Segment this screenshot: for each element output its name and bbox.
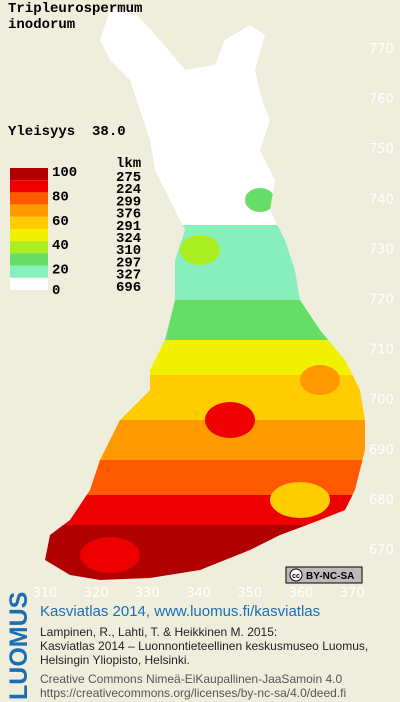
- y-coord: 710: [369, 343, 394, 358]
- legend-count: 696: [116, 280, 141, 296]
- x-coord: 310: [33, 586, 58, 601]
- cc-text: cc: [292, 573, 300, 580]
- title: Tripleurospermum: [8, 1, 142, 17]
- legend-swatch: [10, 229, 48, 242]
- legend-swatch: [10, 216, 48, 229]
- legend-count: 291: [116, 219, 141, 235]
- y-coord: 720: [369, 293, 394, 308]
- cc-icon: [289, 568, 303, 582]
- y-coord: 690: [369, 443, 394, 458]
- y-coord: 670: [369, 543, 394, 558]
- y-coord: 770: [369, 42, 394, 57]
- legend-count: 224: [116, 182, 141, 198]
- x-coord: 330: [135, 586, 160, 601]
- legend-swatch: [10, 253, 48, 266]
- x-coordinates: 310 320 330 340 350 360 370: [33, 586, 365, 601]
- license-badge: [285, 566, 363, 584]
- legend-count: 297: [116, 255, 141, 271]
- legend-swatch: [10, 168, 48, 181]
- license: Creative Commons Nimeä-EiKaupallinen-Jaa…: [40, 672, 342, 686]
- badge-text: BY-NC-SA: [306, 571, 354, 582]
- title: inodorum: [8, 17, 75, 33]
- legend-swatch: [10, 180, 48, 193]
- x-coord: 320: [84, 586, 109, 601]
- x-coord: 360: [289, 586, 314, 601]
- legend-label: 100: [52, 165, 77, 181]
- y-coord: 750: [369, 142, 394, 157]
- y-coord: 700: [369, 393, 394, 408]
- legend-swatch: [10, 277, 48, 290]
- x-coord: 370: [340, 586, 365, 601]
- logo: LUOMUS: [5, 592, 33, 700]
- legend-count: 299: [116, 194, 141, 210]
- citation: Helsingin Yliopisto, Helsinki.: [40, 653, 190, 667]
- legend-label: 40: [52, 238, 69, 254]
- legend-count: 275: [116, 170, 141, 186]
- legend-label: 80: [52, 189, 69, 205]
- x-coord: 340: [186, 586, 211, 601]
- legend-swatch: [10, 192, 48, 205]
- legend-swatch: [10, 241, 48, 254]
- y-coord: 760: [369, 92, 394, 107]
- citation: Lampinen, R., Lahti, T. & Heikkinen M. 2…: [40, 625, 277, 639]
- legend-count: 327: [116, 268, 141, 284]
- y-coord: 680: [369, 493, 394, 508]
- legend-label: 0: [52, 283, 60, 299]
- legend-count: 324: [116, 231, 141, 247]
- x-coord: 350: [237, 586, 262, 601]
- legend-swatch: [10, 204, 48, 217]
- legend-label: 20: [52, 263, 69, 279]
- citation: Kasviatlas 2014 – Luonnontieteellinen ke…: [40, 639, 368, 653]
- license: https://creativecommons.org/licenses/by-…: [40, 686, 346, 700]
- y-coord: 730: [369, 242, 394, 257]
- legend-count: 376: [116, 207, 141, 223]
- legend-swatch: [10, 265, 48, 278]
- legend-header: lkm: [116, 156, 141, 172]
- headline: Kasviatlas 2014, www.luomus.fi/kasviatla…: [40, 603, 320, 620]
- frequency: Yleisyys 38.0: [8, 124, 126, 140]
- legend-label: 60: [52, 214, 69, 230]
- y-coord: 740: [369, 192, 394, 207]
- y-coordinates: 770 760 750 740 730 720 710 700 690 680 670: [369, 42, 394, 558]
- legend-count: 310: [116, 243, 141, 259]
